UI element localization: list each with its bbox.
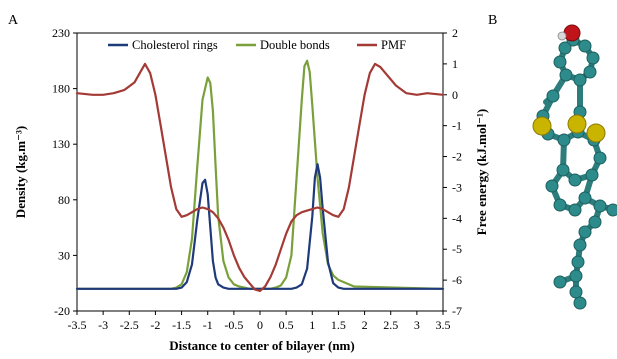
y-right-tick-label: 0 xyxy=(452,88,458,102)
x-tick-label: 0.5 xyxy=(279,318,294,332)
axes-group: -3.5 -3 -2.5 -2 -1.5 -1 -0.5 0 0.5 1 1.5 2 2.5 3 3.5 -2… xyxy=(52,26,462,332)
y-left-axis-title: Density (kg.m⁻³) xyxy=(13,126,28,218)
legend: Cholesterol rings Double bonds PMF xyxy=(108,38,406,52)
x-tick-label: -3 xyxy=(98,318,108,332)
legend-label: PMF xyxy=(381,38,406,52)
series-line-pmf xyxy=(75,62,445,292)
x-tick-label: 2.5 xyxy=(383,318,398,332)
y-right-tick-label: -3 xyxy=(452,180,462,194)
y-right-tick-label: -2 xyxy=(452,150,462,164)
y-right-tick-label: 1 xyxy=(452,57,458,71)
x-tick-label: 1 xyxy=(309,318,315,332)
x-tick-label: 1.5 xyxy=(331,318,346,332)
legend-label: Double bonds xyxy=(260,38,330,52)
x-tick-label: 0 xyxy=(257,318,263,332)
series-line-double-bonds xyxy=(75,59,445,290)
series-line-cholesterol-rings xyxy=(75,163,445,290)
x-axis-title: Distance to center of bilayer (nm) xyxy=(169,338,354,353)
y-left-tick-label: 130 xyxy=(52,137,70,151)
x-tick-label: -1.5 xyxy=(172,318,191,332)
y-right-tick-label: -5 xyxy=(452,242,462,256)
y-left-tick-label: 30 xyxy=(58,248,70,262)
panel-b-label: B xyxy=(488,13,497,28)
y-left-tick-label: 180 xyxy=(52,82,70,96)
series-group xyxy=(75,59,445,292)
y-right-tick-label: -6 xyxy=(452,273,462,287)
y-right-tick-label: -7 xyxy=(452,304,462,318)
x-tick-label: -2 xyxy=(150,318,160,332)
y-right-tick-label: -1 xyxy=(452,119,462,133)
y-left-tick-label: -20 xyxy=(54,304,70,318)
x-tick-label: 3.5 xyxy=(436,318,451,332)
x-tick-label: -0.5 xyxy=(224,318,243,332)
y-right-tick-label: 2 xyxy=(452,26,458,40)
x-tick-label: -3.5 xyxy=(68,318,87,332)
x-tick-label: -2.5 xyxy=(120,318,139,332)
x-tick-label: 2 xyxy=(362,318,368,332)
y-left-tick-label: 230 xyxy=(52,26,70,40)
cholesterol-molecule-illustration xyxy=(532,24,617,310)
y-left-tick-label: 80 xyxy=(58,193,70,207)
panel-a-label: A xyxy=(8,13,19,28)
x-tick-label: 3 xyxy=(414,318,420,332)
y-right-axis-title: Free energy (kJ.mol⁻¹) xyxy=(474,109,489,235)
x-tick-label: -1 xyxy=(203,318,213,332)
y-right-tick-label: -4 xyxy=(452,211,462,225)
legend-label: Cholesterol rings xyxy=(132,38,218,52)
